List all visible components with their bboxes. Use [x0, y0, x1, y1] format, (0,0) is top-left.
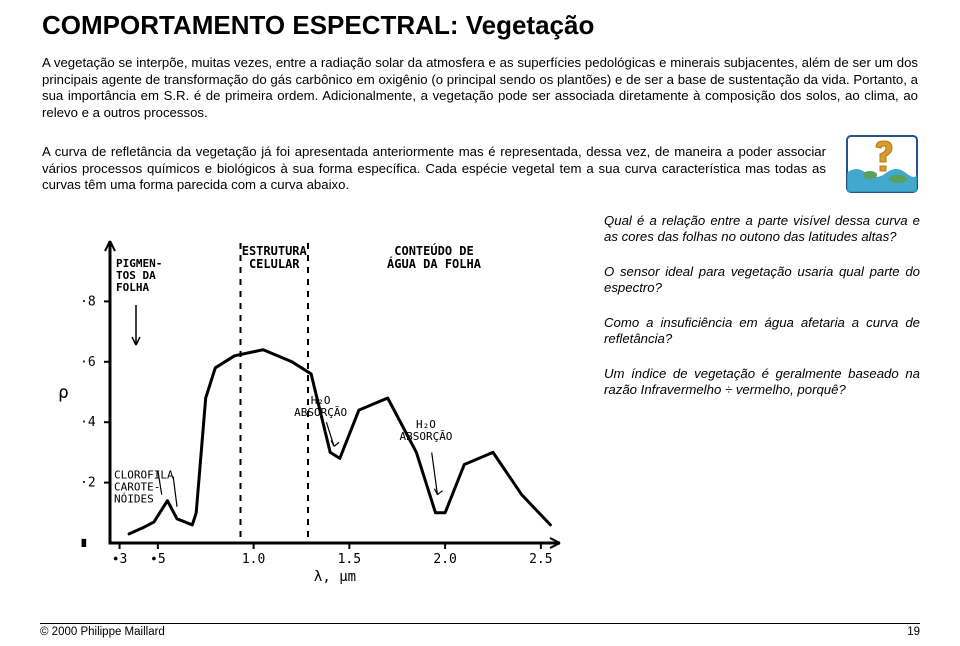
- svg-text:CELULAR: CELULAR: [249, 257, 300, 271]
- page-footer: © 2000 Philippe Maillard 19: [40, 623, 920, 638]
- svg-text:1.0: 1.0: [242, 552, 265, 567]
- question-4: Um índice de vegetação é geralmente base…: [604, 366, 920, 399]
- svg-text:·4: ·4: [80, 415, 96, 430]
- footer-copyright: © 2000 Philippe Maillard: [40, 626, 165, 638]
- svg-text:2.5: 2.5: [529, 552, 552, 567]
- svg-text:·6: ·6: [80, 355, 96, 370]
- svg-text:ρ: ρ: [58, 382, 69, 403]
- question-2: O sensor ideal para vegetação usaria qua…: [604, 264, 920, 297]
- svg-text:ESTRUTURA: ESTRUTURA: [242, 244, 308, 258]
- svg-text:∙3: ∙3: [112, 552, 128, 567]
- svg-text:∙5: ∙5: [150, 552, 166, 567]
- svg-text:·2: ·2: [80, 475, 96, 490]
- page-title: COMPORTAMENTO ESPECTRAL: Vegetação: [42, 10, 920, 41]
- svg-text:NÓIDES: NÓIDES: [114, 492, 154, 505]
- question-1: Qual é a relação entre a parte visível d…: [604, 213, 920, 246]
- svg-text:CONTEÚDO DE: CONTEÚDO DE: [394, 243, 473, 258]
- svg-text:ABSORÇÃO: ABSORÇÃO: [399, 430, 452, 443]
- svg-text:·8: ·8: [80, 294, 96, 309]
- svg-text:∎: ∎: [80, 536, 88, 551]
- reflectance-chart: ·8 ·6 ·4 ·2 ∎ ∙3 ∙5 1.0 1.5 2.0 2.5 λ, μm ρ ESTRUTURA…: [40, 213, 580, 598]
- svg-text:λ, μm: λ, μm: [314, 569, 356, 585]
- question-3: Como a insuficiência em água afetaria a …: [604, 315, 920, 348]
- svg-text:ÁGUA DA FOLHA: ÁGUA DA FOLHA: [387, 256, 482, 271]
- svg-text:2.0: 2.0: [433, 552, 456, 567]
- question-globe-icon: [846, 135, 918, 193]
- intro-paragraph: A vegetação se interpõe, muitas vezes, e…: [42, 55, 918, 121]
- footer-page-number: 19: [907, 626, 920, 638]
- svg-text:ABSORÇÃO: ABSORÇÃO: [294, 406, 347, 419]
- body-paragraph: A curva de refletância da vegetação já f…: [42, 144, 846, 194]
- svg-text:FOLHA: FOLHA: [116, 281, 149, 294]
- svg-text:1.5: 1.5: [338, 552, 361, 567]
